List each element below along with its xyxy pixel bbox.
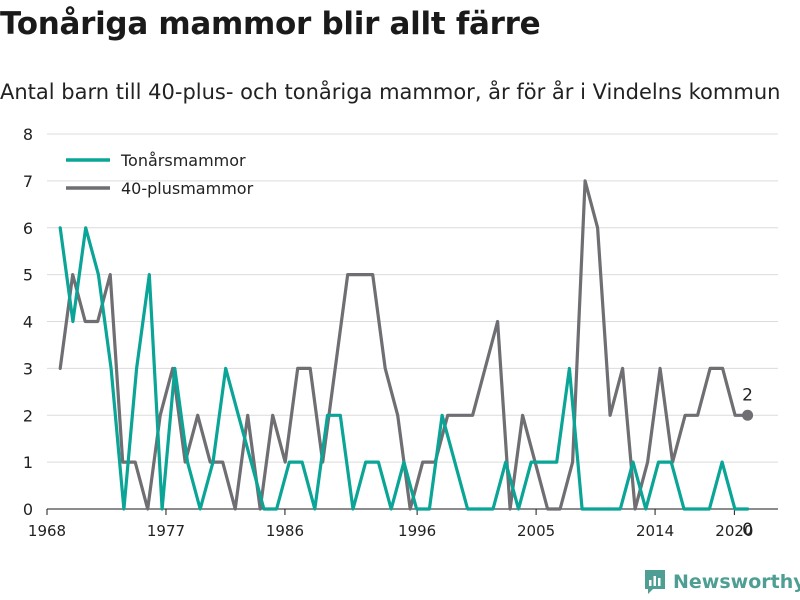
y-tick-label: 5 xyxy=(23,266,33,285)
y-tick-label: 7 xyxy=(23,172,33,191)
y-tick-label: 4 xyxy=(23,313,33,332)
legend-label: Tonårsmammor xyxy=(120,151,246,170)
y-tick-label: 6 xyxy=(23,219,33,238)
y-tick-label: 2 xyxy=(23,406,33,425)
x-tick-label: 2005 xyxy=(517,522,555,540)
y-tick-label: 8 xyxy=(23,125,33,144)
legend-label: 40-plusmammor xyxy=(121,179,254,198)
y-tick-label: 1 xyxy=(23,453,33,472)
x-tick-label: 2014 xyxy=(636,522,674,540)
x-tick-label: 1968 xyxy=(28,522,66,540)
series-line-40-plusmammor xyxy=(58,179,750,511)
end-point-marker xyxy=(742,409,754,421)
x-tick-label: 1986 xyxy=(266,522,304,540)
x-tick-label: 1996 xyxy=(398,522,436,540)
x-tick-label: 2020 xyxy=(715,522,753,540)
brand-name: Newsworthy xyxy=(673,571,800,593)
x-tick-label: 1977 xyxy=(147,522,185,540)
newsworthy-icon xyxy=(645,570,665,594)
end-value-label: 2 xyxy=(742,385,753,405)
series-line-ton-rsmammor xyxy=(58,226,750,511)
newsworthy-logo: Newsworthy xyxy=(643,569,800,595)
y-tick-label: 3 xyxy=(23,359,33,378)
end-value-label: 0 xyxy=(742,520,753,540)
y-tick-label: 0 xyxy=(23,500,33,519)
chart-subtitle: Antal barn till 40-plus- och tonåriga ma… xyxy=(0,80,781,104)
chart-title: Tonåriga mammor blir allt färre xyxy=(0,6,541,42)
